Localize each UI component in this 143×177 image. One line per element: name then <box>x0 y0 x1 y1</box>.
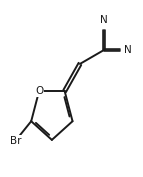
Text: O: O <box>35 86 43 96</box>
Text: N: N <box>124 45 132 55</box>
Text: Br: Br <box>10 136 21 146</box>
Text: N: N <box>100 15 108 25</box>
